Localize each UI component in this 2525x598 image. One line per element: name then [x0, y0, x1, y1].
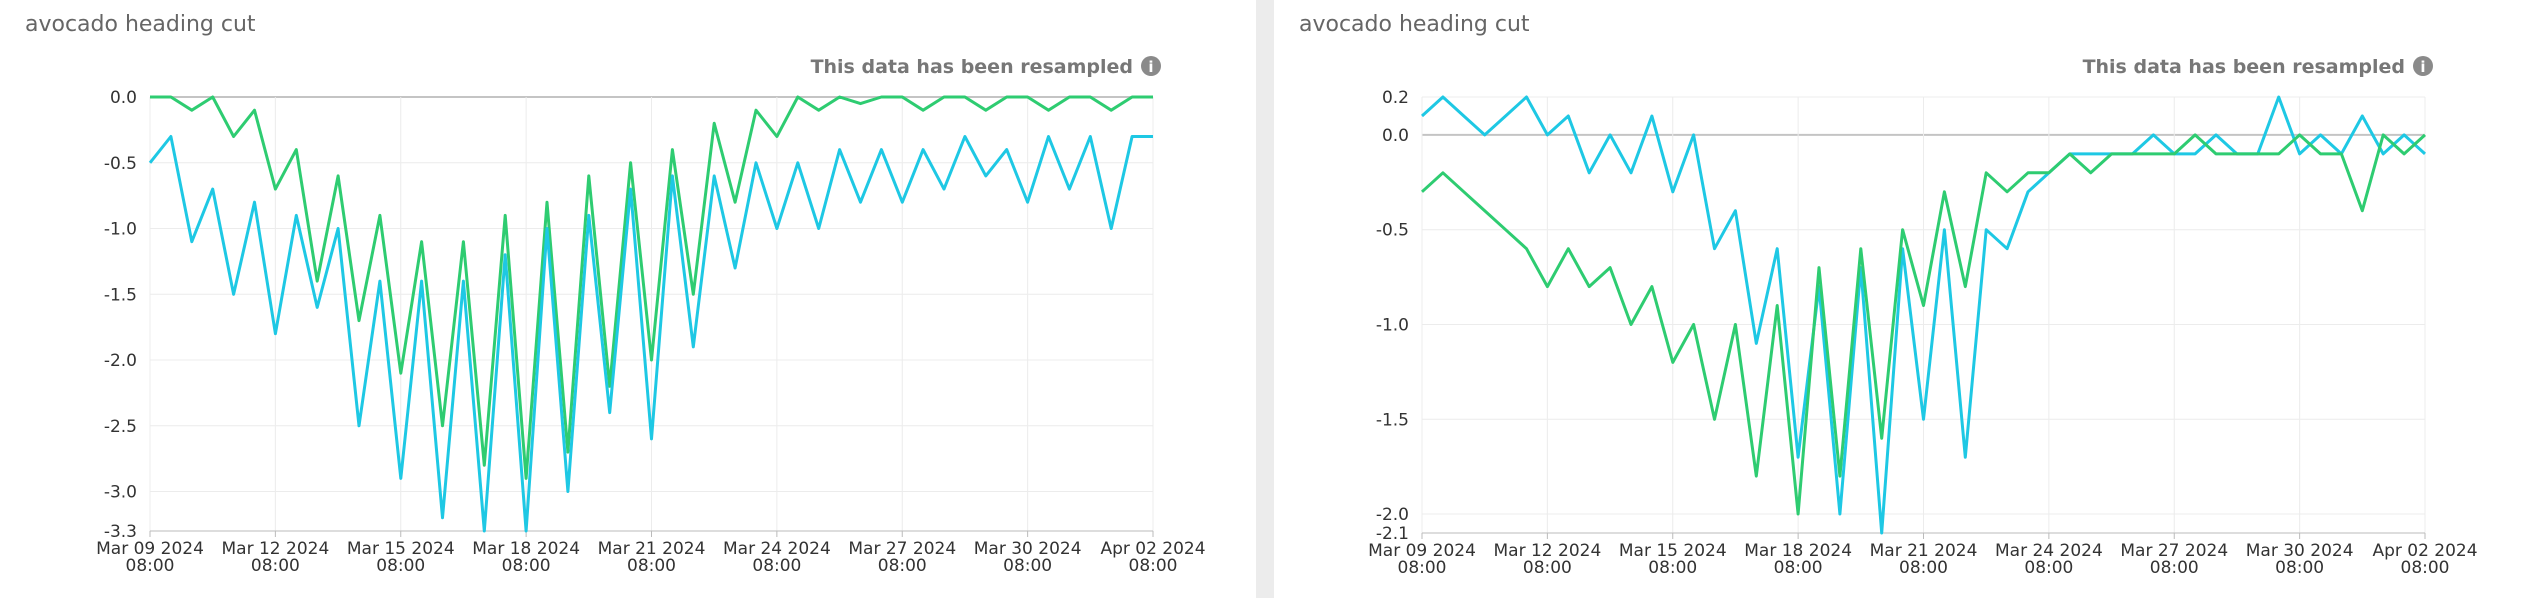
y-tick-label: -2.5 [104, 417, 137, 437]
y-tick-label: -0.5 [1376, 221, 1409, 241]
y-tick-label: -2.0 [1376, 505, 1409, 525]
x-tick-label: Mar 12 2024 08:00 [221, 539, 330, 576]
info-icon [1141, 56, 1161, 76]
y-tick-label: -3.0 [104, 483, 137, 503]
x-tick-label: Mar 24 2024 08:00 [722, 539, 831, 576]
series-line [150, 95, 1153, 480]
resample-note: This data has been resampled [2083, 56, 2405, 78]
x-tick-label: Apr 02 2024 08:00 [2372, 541, 2478, 578]
x-tick-label: Apr 02 2024 08:00 [1100, 539, 1206, 576]
x-tick-label: Mar 30 2024 08:00 [973, 539, 1082, 576]
x-tick-label: Mar 27 2024 08:00 [2120, 541, 2229, 578]
y-tick-label: -2.1 [1376, 524, 1409, 544]
y-tick-label: 0.0 [110, 88, 137, 108]
x-tick-label: Mar 18 2024 08:00 [472, 539, 581, 576]
info-icon-glyph: i [1148, 58, 1153, 76]
x-tick-label: Mar 21 2024 08:00 [1869, 541, 1978, 578]
info-icon [2413, 56, 2433, 76]
x-tick-label: Mar 18 2024 08:00 [1744, 541, 1853, 578]
info-icon-glyph: i [2420, 58, 2425, 76]
series-line [148, 135, 1153, 533]
resample-note: This data has been resampled [811, 56, 1133, 78]
y-tick-label: -1.5 [104, 285, 137, 305]
y-tick-label: -0.5 [104, 154, 137, 174]
x-tick-label: Mar 15 2024 08:00 [1618, 541, 1727, 578]
y-tick-label: 0.2 [1382, 88, 1409, 108]
y-tick-label: -3.3 [104, 522, 137, 542]
x-tick-label: Mar 15 2024 08:00 [346, 539, 455, 576]
chart-title: avocado heading cut [1299, 12, 1530, 37]
x-tick-label: Mar 21 2024 08:00 [597, 539, 706, 576]
y-tick-label: 0.0 [1382, 126, 1409, 146]
chart-title: avocado heading cut [25, 12, 256, 37]
x-tick-label: Mar 09 2024 08:00 [96, 539, 204, 576]
y-tick-label: -1.0 [104, 220, 137, 240]
x-tick-label: Mar 30 2024 08:00 [2245, 541, 2354, 578]
x-tick-label: Mar 09 2024 08:00 [1368, 541, 1476, 578]
y-tick-label: -1.5 [1376, 410, 1409, 430]
x-tick-label: Mar 27 2024 08:00 [848, 539, 957, 576]
x-tick-label: Mar 24 2024 08:00 [1994, 541, 2103, 578]
y-tick-label: -1.0 [1376, 315, 1409, 335]
x-tick-label: Mar 12 2024 08:00 [1493, 541, 1602, 578]
series-line [1420, 133, 2427, 516]
y-tick-label: -2.0 [104, 351, 137, 371]
